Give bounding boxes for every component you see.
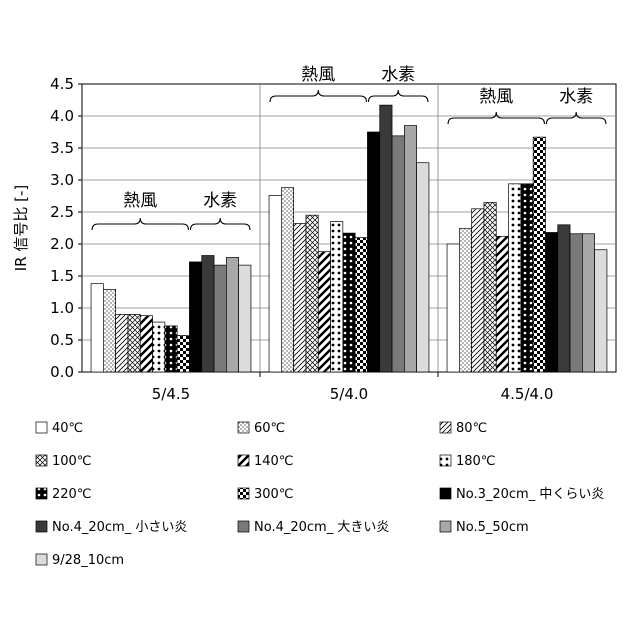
bar [239,265,251,372]
bar [281,188,293,372]
bar [177,336,189,372]
y-tick-label: 3.5 [50,139,74,157]
hydrogen-label: 水素 [559,87,593,107]
bar [355,238,367,372]
y-tick-label: 0.0 [50,363,74,381]
bar [509,184,521,372]
hydrogen-label: 水素 [203,191,237,211]
bar [472,209,484,372]
y-tick-label: 3.0 [50,171,74,189]
legend-swatch [36,488,47,499]
bar [140,316,152,372]
y-tick-label: 2.0 [50,235,74,253]
legend-label: 80℃ [456,421,487,436]
hot-air-label: 熱風 [123,191,157,211]
bar [545,232,557,372]
bar [496,236,508,372]
y-tick-label: 2.5 [50,203,74,221]
legend-swatch [440,422,451,433]
bar [306,215,318,372]
legend-swatch [440,455,451,466]
bar [570,234,582,372]
hot-air-label: 熱風 [479,87,513,107]
bar [595,250,607,372]
bar [116,314,128,372]
legend: 40℃ 60℃ 80℃ 100℃ 140℃ 180℃ 220℃ 300℃ No.3_20cm_ … [36,421,604,568]
bar [558,225,570,372]
legend-label: 9/28_10cm [52,553,124,568]
bar [367,132,379,372]
bar [226,257,238,372]
legend-swatch [238,488,249,499]
bar [380,105,392,372]
bar [582,234,594,372]
bar [521,184,533,372]
legend-swatch [238,521,249,532]
x-category-label: 5/4.0 [330,385,368,403]
bar [128,314,140,372]
y-axis-label: IR 信号比 [-] [12,185,30,272]
bar [91,284,103,372]
legend-swatch [440,521,451,532]
y-tick-label: 1.0 [50,299,74,317]
bar [459,229,471,372]
legend-label: 300℃ [254,487,293,502]
bar [165,326,177,372]
legend-label: 100℃ [52,454,91,469]
bar [318,252,330,372]
legend-swatch [36,554,47,565]
legend-label: No.4_20cm_ 小さい炎 [52,520,187,535]
bar [202,256,214,372]
bar [294,224,306,372]
bar [417,163,429,372]
legend-swatch [238,422,249,433]
bar [343,233,355,372]
bar [269,195,281,372]
bar [189,262,201,372]
legend-label: No.3_20cm_ 中くらい炎 [456,487,604,502]
legend-label: 140℃ [254,454,293,469]
x-category-label: 4.5/4.0 [501,385,554,403]
legend-swatch [440,488,451,499]
bar [103,289,115,372]
legend-label: No.4_20cm_ 大きい炎 [254,520,389,535]
hot-air-label: 熱風 [301,65,335,85]
legend-label: No.5_50cm [456,520,529,535]
legend-swatch [36,455,47,466]
bar [484,202,496,372]
legend-swatch [36,521,47,532]
x-category-label: 5/4.5 [152,385,190,403]
bar [214,265,226,372]
y-tick-label: 1.5 [50,267,74,285]
bar [331,222,343,372]
y-tick-label: 4.5 [50,75,74,93]
legend-label: 180℃ [456,454,495,469]
legend-label: 40℃ [52,421,83,436]
y-tick-label: 4.0 [50,107,74,125]
bar [404,126,416,372]
hydrogen-label: 水素 [381,65,415,85]
bar [153,322,165,372]
legend-label: 60℃ [254,421,285,436]
bar [447,244,459,372]
legend-label: 220℃ [52,487,91,502]
legend-swatch [36,422,47,433]
bar [392,136,404,372]
y-tick-label: 0.5 [50,331,74,349]
legend-swatch [238,455,249,466]
bar [533,137,545,372]
